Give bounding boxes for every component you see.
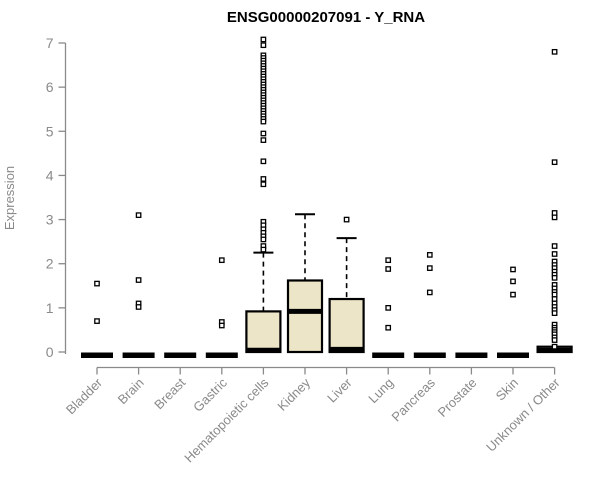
outlier-point <box>551 214 558 221</box>
outlier-point <box>551 251 558 257</box>
x-category-label: Liver <box>324 375 355 406</box>
outlier-point <box>260 130 267 137</box>
x-category-label: Bladder <box>63 375 106 418</box>
outlier-point <box>260 42 267 49</box>
outlier-point <box>510 291 516 298</box>
collapsed-box <box>413 352 446 358</box>
y-tick-label: 5 <box>46 123 54 139</box>
outlier-point <box>343 216 350 223</box>
x-category-label: Gastric <box>190 375 230 415</box>
x-category-label: Pancreas <box>388 375 438 425</box>
outlier-point <box>551 243 558 249</box>
collapsed-box <box>122 352 155 358</box>
outlier-point <box>551 274 558 281</box>
collapsed-box <box>455 352 488 358</box>
outlier-point <box>94 280 100 287</box>
outlier-point <box>218 322 225 329</box>
outlier-point <box>260 158 267 165</box>
y-tick-label: 2 <box>46 256 54 272</box>
outlier-point <box>385 305 392 311</box>
outlier-point <box>510 266 516 273</box>
outlier-point <box>426 252 433 258</box>
y-tick-label: 4 <box>46 167 54 183</box>
x-category-label: Unknown / Other <box>483 375 563 455</box>
x-category-label: Brain <box>115 375 147 407</box>
outlier-point <box>385 324 392 331</box>
outlier-point <box>260 118 267 125</box>
x-category-label: Skin <box>493 375 521 403</box>
outlier-point <box>551 310 558 317</box>
collapsed-box <box>372 352 405 358</box>
outlier-point <box>385 257 392 264</box>
outlier-point <box>260 36 267 43</box>
y-tick-label: 6 <box>46 79 54 95</box>
outlier-point <box>551 343 558 350</box>
outlier-point <box>551 291 558 298</box>
outlier-point <box>218 257 225 264</box>
outlier-point <box>551 337 558 343</box>
x-category-label: Kidney <box>274 375 313 414</box>
outlier-point <box>260 181 267 188</box>
collapsed-box <box>497 352 529 358</box>
x-category-label: Breast <box>151 375 188 412</box>
collapsed-box <box>205 352 238 358</box>
x-category-label: Lung <box>365 375 396 406</box>
y-tick-label: 3 <box>46 212 54 228</box>
outlier-point <box>551 296 558 302</box>
outlier-point <box>135 304 142 310</box>
outlier-point <box>260 176 267 182</box>
outlier-point <box>551 48 558 55</box>
outlier-point <box>135 277 142 283</box>
collapsed-box <box>81 352 113 358</box>
outlier-point <box>426 289 433 296</box>
y-tick-label: 7 <box>46 35 54 51</box>
outlier-point <box>510 278 516 285</box>
outlier-point <box>551 159 558 166</box>
box <box>328 297 365 354</box>
box <box>245 310 282 354</box>
outlier-point <box>260 137 267 143</box>
y-tick-label: 1 <box>46 300 54 316</box>
outlier-point <box>135 212 142 219</box>
outlier-point <box>260 246 267 253</box>
outlier-point <box>385 266 392 272</box>
collapsed-box <box>164 352 197 358</box>
chart-title: ENSG00000207091 - Y_RNA <box>227 9 425 26</box>
x-category-label: Prostate <box>435 375 480 420</box>
y-axis-label: Expression <box>2 166 17 230</box>
y-tick-label: 0 <box>46 344 54 360</box>
outlier-point <box>551 210 558 216</box>
outlier-point <box>426 265 433 271</box>
outlier-point <box>260 236 267 243</box>
box <box>286 279 324 354</box>
outlier-point <box>94 318 100 324</box>
